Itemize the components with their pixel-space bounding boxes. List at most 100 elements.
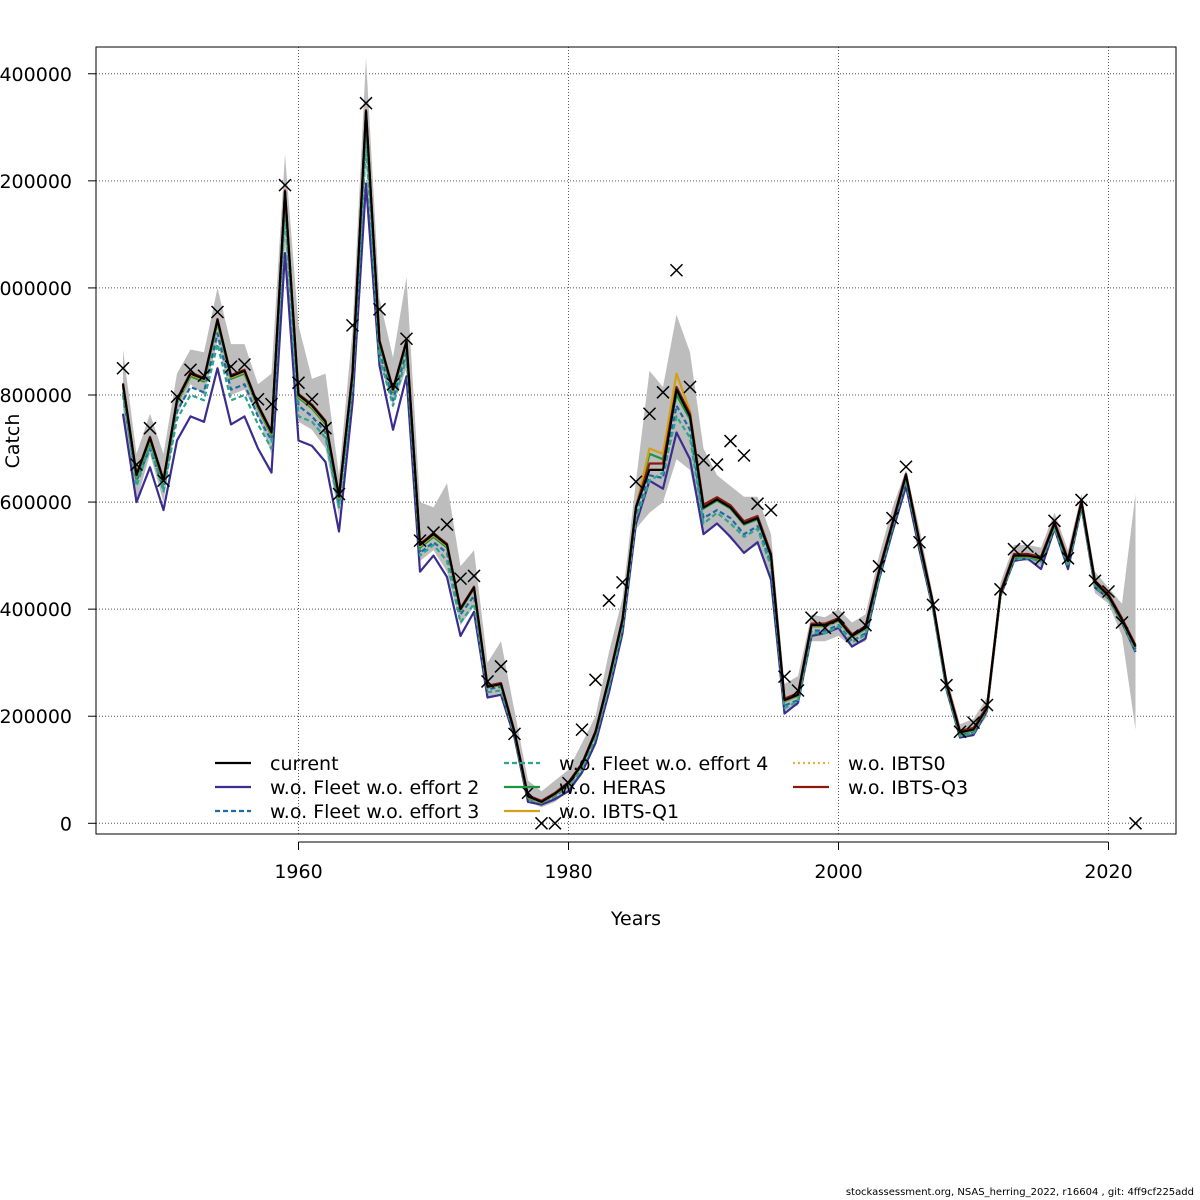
series-lines (121, 109, 1137, 806)
observed-point (723, 434, 738, 448)
observed-point (966, 716, 981, 730)
observed-point (264, 397, 279, 411)
observed-point (750, 497, 765, 511)
observed-point (237, 357, 252, 372)
observed-point (156, 474, 171, 488)
legend-label: w.o. HERAS (559, 777, 666, 799)
observed-point (534, 816, 549, 830)
y-tick-label: 0 (60, 813, 72, 835)
observed-point (399, 332, 414, 346)
observed-point (507, 727, 522, 741)
observed-point (1020, 539, 1035, 554)
x-axis-label: Years (610, 908, 661, 930)
y-tick-label: 1200000 (0, 171, 72, 193)
observed-point (278, 178, 292, 192)
observed-point (777, 670, 792, 684)
observed-point (831, 611, 846, 625)
observed-point (575, 723, 589, 737)
footer-credit: stockassessment.org, NSAS_herring_2022, … (845, 1187, 1194, 1198)
observed-points (116, 96, 1143, 830)
y-tick-label: 200000 (0, 706, 72, 728)
observed-point (764, 503, 778, 517)
observed-point (993, 582, 1008, 596)
observed-point (683, 380, 697, 394)
observed-point (521, 786, 535, 800)
observed-point (939, 678, 954, 692)
legend-label: current (270, 753, 339, 775)
observed-point (980, 698, 994, 712)
observed-point (953, 725, 967, 739)
observed-point (1061, 551, 1075, 565)
observed-point (1115, 615, 1129, 630)
observed-point (1088, 574, 1102, 588)
observed-point (885, 511, 900, 525)
observed-point (372, 302, 387, 316)
y-axis-label: Catch (2, 414, 24, 469)
y-tick-label: 400000 (0, 599, 72, 621)
observed-point (710, 458, 724, 472)
y-axis: 0 200000 400000 600000 800000 1000000 1200000 1… (0, 64, 96, 835)
x-axis: 1960 1980 2000 2020 (274, 841, 1133, 883)
observed-point (912, 535, 927, 549)
y-tick-label: 800000 (0, 385, 72, 407)
x-tick-label: 2020 (1084, 861, 1132, 883)
y-tick-label: 1400000 (0, 64, 72, 86)
observed-point (251, 392, 265, 406)
observed-point (858, 618, 873, 632)
observed-point (345, 318, 360, 332)
series-line-1 (121, 182, 1137, 806)
observed-point (332, 487, 346, 501)
observed-point (210, 305, 225, 319)
observed-point (413, 534, 427, 548)
observed-point (561, 776, 576, 790)
legend-label: w.o. IBTS-Q1 (559, 801, 679, 823)
series-line-0 (121, 110, 1137, 804)
observed-point (129, 458, 144, 472)
observed-point (318, 421, 333, 435)
observed-point (1128, 816, 1143, 830)
observed-point (1047, 514, 1062, 528)
observed-point (669, 263, 684, 277)
legend-label: w.o. Fleet w.o. effort 2 (270, 777, 479, 799)
observed-point (480, 674, 495, 688)
observed-point (291, 376, 306, 390)
observed-point (696, 453, 711, 467)
observed-point (642, 407, 657, 421)
observed-point (926, 598, 940, 612)
observed-point (359, 96, 373, 110)
observed-point (197, 369, 211, 383)
observed-point (170, 390, 184, 404)
observed-point (116, 361, 130, 375)
observed-point (548, 816, 562, 830)
confidence-band (123, 57, 1136, 808)
legend-label: w.o. Fleet w.o. effort 3 (270, 801, 479, 823)
observed-point (494, 659, 508, 673)
observed-point (183, 363, 198, 377)
observed-point (629, 475, 643, 489)
observed-point (615, 575, 630, 589)
x-tick-label: 1960 (274, 861, 322, 883)
observed-point (899, 460, 913, 474)
y-tick-label: 600000 (0, 492, 72, 514)
observed-point (804, 611, 819, 625)
observed-point (426, 526, 441, 540)
x-tick-label: 1980 (544, 861, 592, 883)
observed-point (656, 385, 670, 399)
observed-point (1101, 584, 1116, 599)
observed-point (1007, 542, 1021, 556)
observed-point (224, 360, 238, 374)
observed-point (440, 518, 454, 532)
observed-point (602, 594, 616, 608)
observed-point (588, 673, 603, 687)
confidence-band-group (123, 57, 1136, 808)
observed-point (737, 448, 751, 463)
observed-point (818, 621, 832, 635)
observed-point (1034, 552, 1048, 566)
y-tick-label: 1000000 (0, 278, 72, 300)
observed-point (305, 392, 319, 406)
legend-label: w.o. Fleet w.o. effort 4 (559, 753, 768, 775)
observed-point (1074, 493, 1089, 507)
observed-point (467, 569, 481, 583)
